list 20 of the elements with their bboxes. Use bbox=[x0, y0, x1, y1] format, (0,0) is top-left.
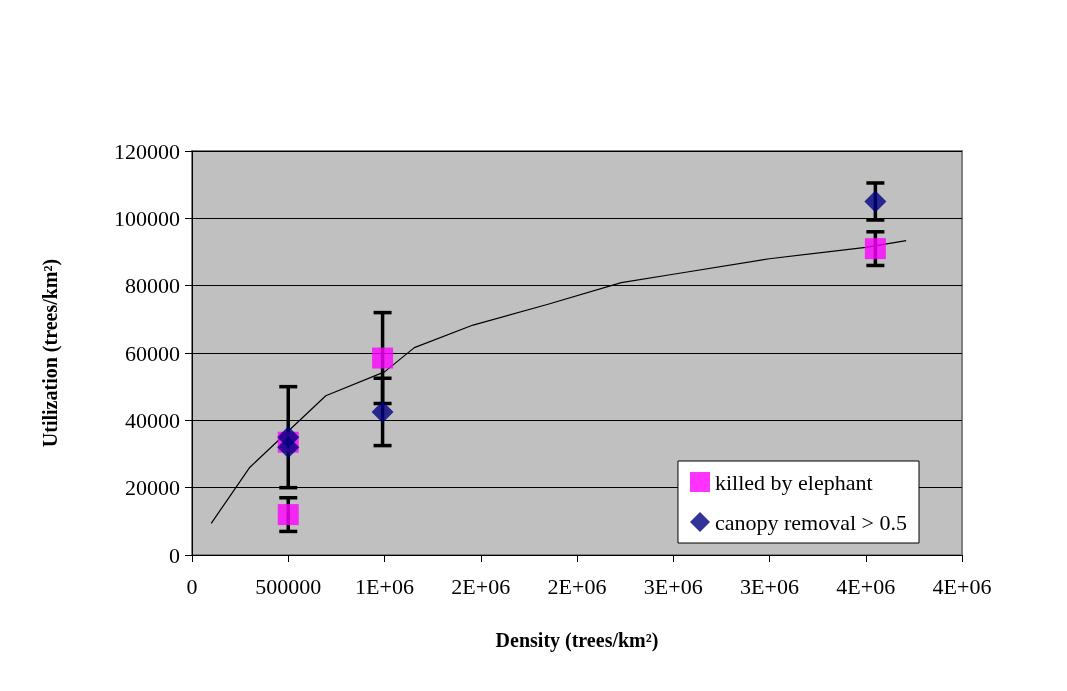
legend-label: killed by elephant bbox=[714, 469, 873, 495]
y-tick-label: 60000 bbox=[125, 340, 180, 366]
x-tick-label: 2E+06 bbox=[451, 573, 511, 599]
x-tick-label: 2E+06 bbox=[547, 573, 607, 599]
y-tick-label: 100000 bbox=[114, 205, 180, 231]
x-tick-label: 4E+06 bbox=[932, 573, 992, 599]
x-tick-label: 1E+06 bbox=[355, 573, 414, 599]
y-tick-label: 80000 bbox=[125, 273, 180, 299]
x-tick-label: 3E+06 bbox=[740, 573, 799, 599]
y-tick-label: 20000 bbox=[125, 475, 180, 501]
y-tick-label: 0 bbox=[169, 542, 180, 568]
y-axis-title: Utilization (trees/km²) bbox=[39, 258, 62, 448]
x-tick-label: 0 bbox=[186, 573, 198, 599]
y-tick-label: 120000 bbox=[114, 138, 180, 164]
legend-label: canopy removal > 0.5 bbox=[714, 509, 908, 535]
y-tick-label: 40000 bbox=[125, 407, 180, 433]
x-tick-label: 3E+06 bbox=[643, 573, 703, 599]
x-tick-label: 500000 bbox=[255, 573, 322, 599]
x-axis-title: Density (trees/km²) bbox=[495, 629, 659, 652]
x-tick-label: 4E+06 bbox=[836, 573, 896, 599]
